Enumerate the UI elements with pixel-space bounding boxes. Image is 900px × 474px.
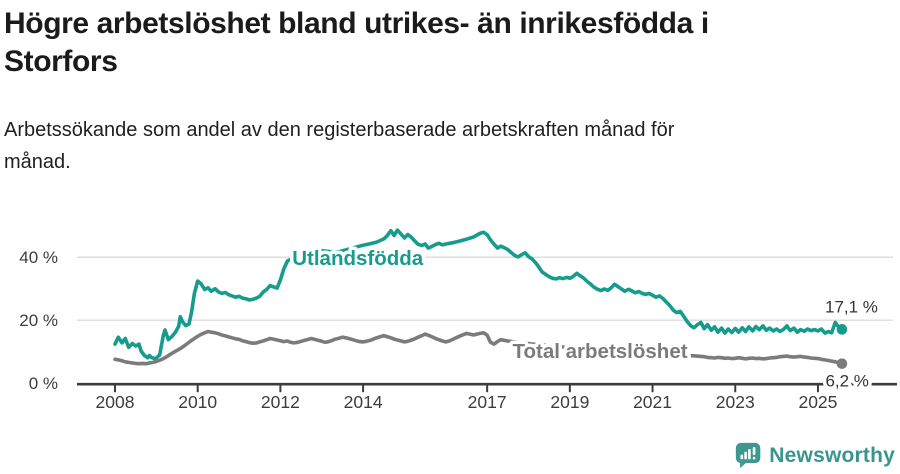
title-line-1: Högre arbetslöshet bland utrikes- än inr… (4, 7, 709, 40)
x-tick-label-2023: 2023 (716, 392, 755, 412)
newsworthy-branding: Newsworthy (735, 442, 895, 469)
x-tick-label-2008: 2008 (96, 392, 135, 412)
series-end-dot-utlandsfodda (836, 324, 848, 335)
x-tick-label-2021: 2021 (633, 392, 672, 412)
y-tick-label-40: 40 % (19, 248, 58, 267)
series-label-total-arbetsloshet: Total arbetslöshet (513, 340, 688, 363)
series-line-total-arbetsloshet (113, 329, 844, 366)
x-tick-label-2014: 2014 (344, 392, 383, 412)
subtitle-line-2: månad. (4, 151, 71, 173)
end-value-label-utlandsfodda: 17,1 % (825, 297, 878, 316)
newsworthy-logo-icon (736, 442, 761, 469)
x-tick-label-2017: 2017 (468, 392, 507, 412)
series-label-utlandsfodda: Utlandsfödda (292, 247, 424, 270)
chart-subtitle: Arbetssökande som andel av den registerb… (4, 114, 864, 178)
series-line-utlandsfodda (113, 228, 844, 361)
title-line-2: Storfors (4, 45, 118, 78)
x-tick-label-2012: 2012 (261, 392, 300, 412)
y-tick-label-20: 20 % (19, 311, 58, 330)
y-tick-label-0: 0 % (29, 374, 58, 393)
x-tick-label-2025: 2025 (798, 392, 837, 412)
page-title: Högre arbetslöshet bland utrikes- än inr… (4, 5, 884, 81)
end-value-label-total-arbetsloshet: 6,2 % (825, 372, 868, 391)
subtitle-line-1: Arbetssökande som andel av den registerb… (4, 119, 675, 141)
x-tick-label-2010: 2010 (178, 392, 217, 412)
series-end-dot-total-arbetsloshet (836, 358, 848, 369)
x-tick-label-2019: 2019 (550, 392, 589, 412)
brand-name: Newsworthy (769, 443, 895, 467)
